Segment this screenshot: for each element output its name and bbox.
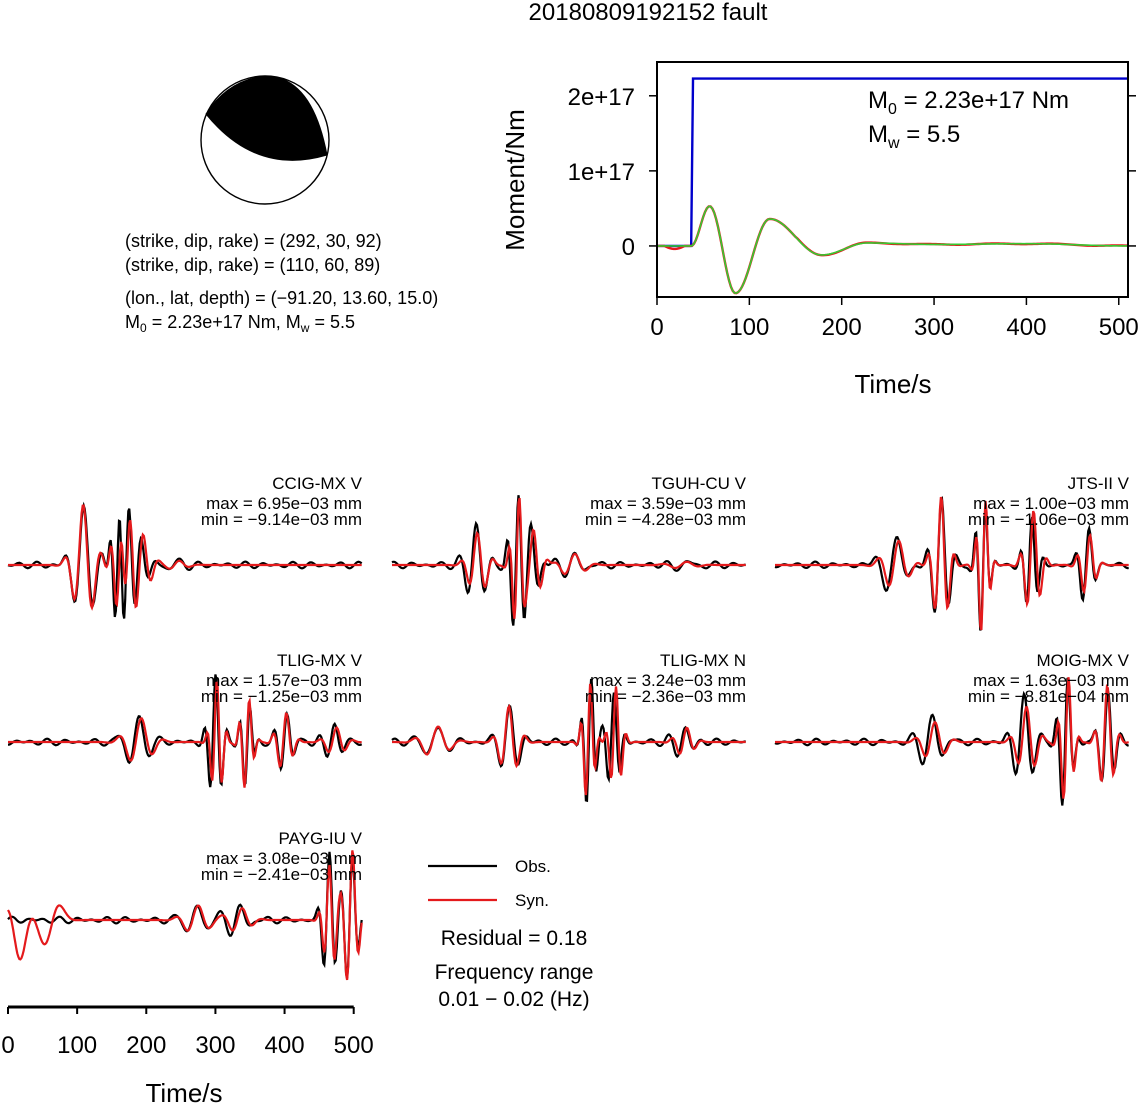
synthetic-trace — [8, 504, 362, 611]
moment-mw-annotation: Mw = 5.5 — [868, 121, 960, 152]
moment-m0-annotation: M0 = 2.23e+17 Nm — [868, 87, 1069, 118]
station-name: CCIG-MX V — [272, 474, 362, 493]
station-max: max = 1.00e−03 mm — [973, 494, 1129, 513]
moment-xtick-label: 200 — [822, 314, 862, 341]
station-max: max = 3.59e−03 mm — [590, 494, 746, 513]
station-max: max = 3.24e−03 mm — [590, 671, 746, 690]
moment-plot: 0 100 200 300 400 500 0 1e+17 2e+17 Moment/Nm Ti… — [500, 61, 1139, 399]
moment-xtick-label: 100 — [729, 314, 769, 341]
moment-xtick-label: 0 — [650, 314, 663, 341]
moment-ytick-label: 1e+17 — [568, 159, 635, 186]
moment-xlabel: Time/s — [854, 369, 931, 399]
frequency-range-value: 0.01 − 0.02 (Hz) — [438, 988, 589, 1011]
moment-rate-green-line — [657, 205, 1129, 294]
station-max: max = 3.08e−03 mm — [206, 849, 362, 868]
legend-synthetic-label: Syn. — [515, 891, 549, 910]
station-max: max = 1.63e−03 mm — [973, 671, 1129, 690]
station-name: PAYG-IU V — [279, 829, 363, 848]
station-min: min = −4.28e−03 mm — [585, 510, 746, 529]
station-min: min = −1.25e−03 mm — [201, 687, 362, 706]
waveform-xtick-label: 0 — [1, 1032, 14, 1059]
station-min: min = −1.06e−03 mm — [968, 510, 1129, 529]
station-name: TLIG-MX N — [660, 651, 746, 670]
frequency-range-title: Frequency range — [435, 961, 594, 984]
moment-ytick-label: 2e+17 — [568, 84, 635, 111]
station-name: JTS-II V — [1068, 474, 1130, 493]
waveform-xtick-label: 100 — [57, 1032, 97, 1059]
legend: Obs. Syn. — [428, 857, 551, 910]
station-min: min = −2.41e−03 mm — [201, 865, 362, 884]
location-depth: (lon., lat, depth) = (−91.20, 13.60, 15.… — [125, 288, 438, 308]
beachball — [200, 75, 330, 205]
moment-rate-red-line — [657, 205, 1129, 295]
residual-label: Residual = 0.18 — [441, 927, 588, 950]
strike-dip-rake-1: (strike, dip, rake) = (292, 30, 92) — [125, 231, 382, 251]
beachball-compressional-quadrant — [205, 75, 328, 161]
station-max: max = 6.95e−03 mm — [206, 494, 362, 513]
moment-magnitude-line: M0 = 2.23e+17 Nm, Mw = 5.5 — [125, 312, 355, 335]
synthetic-trace — [775, 677, 1129, 799]
station-name: TLIG-MX V — [277, 651, 363, 670]
moment-ylabel: Moment/Nm — [500, 109, 530, 251]
waveform-xtick-label: 500 — [334, 1032, 374, 1059]
station-min: min = −8.81e−04 mm — [968, 687, 1129, 706]
moment-xtick-label: 500 — [1099, 314, 1139, 341]
synthetic-trace — [8, 681, 362, 788]
station-max: max = 1.57e−03 mm — [206, 671, 362, 690]
waveform-xlabel: Time/s — [145, 1078, 222, 1104]
station-min: min = −2.36e−03 mm — [585, 687, 746, 706]
moment-ytick-label: 0 — [622, 234, 635, 261]
moment-xtick-label: 400 — [1006, 314, 1046, 341]
moment-curves — [657, 77, 1129, 295]
synthetic-trace — [775, 496, 1129, 631]
waveform-xtick-label: 200 — [126, 1032, 166, 1059]
waveform-xtick-label: 300 — [195, 1032, 235, 1059]
synthetic-trace — [392, 497, 746, 619]
station-name: TGUH-CU V — [652, 474, 747, 493]
legend-observed-label: Obs. — [515, 857, 551, 876]
figure-title: 20180809192152 fault — [529, 0, 768, 26]
waveform-time-axis: 0 100 200 300 400 500 — [1, 1005, 374, 1059]
moment-xtick-label: 300 — [914, 314, 954, 341]
station-name: MOIG-MX V — [1036, 651, 1129, 670]
observed-trace — [774, 495, 1129, 631]
synthetic-trace — [392, 683, 746, 796]
strike-dip-rake-2: (strike, dip, rake) = (110, 60, 89) — [125, 255, 380, 275]
waveform-xtick-label: 400 — [265, 1032, 305, 1059]
station-min: min = −9.14e−03 mm — [201, 510, 362, 529]
synthetic-trace — [7, 850, 363, 981]
moment-plot-frame — [656, 61, 1129, 298]
